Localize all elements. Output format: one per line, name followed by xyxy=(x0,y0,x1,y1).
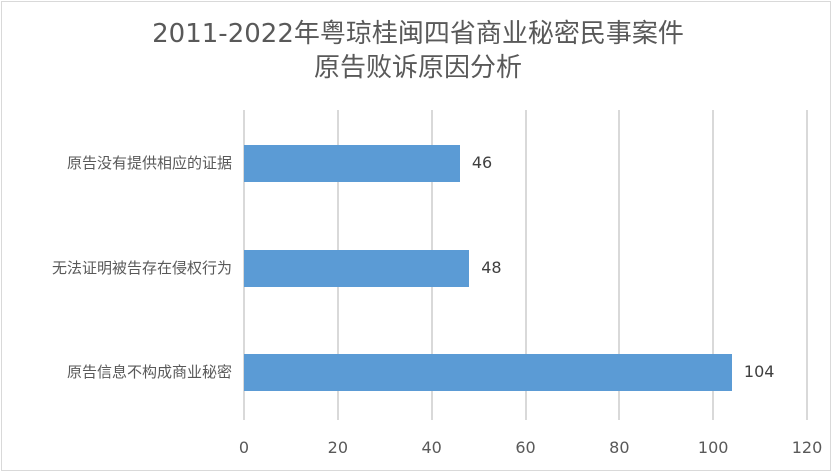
gridline xyxy=(806,110,808,420)
data-label: 48 xyxy=(481,258,502,277)
chart-title-line-2: 原告败诉原因分析 xyxy=(313,53,522,83)
x-tick-label: 80 xyxy=(609,438,630,457)
bar xyxy=(244,354,732,391)
bar xyxy=(244,250,470,287)
data-label: 46 xyxy=(471,153,493,172)
x-tick-label: 0 xyxy=(238,438,250,457)
x-tick-label: 20 xyxy=(327,438,349,457)
chart-title-line-1: 2011-2022年粤琼桂闽四省商业秘密民事案件 xyxy=(152,19,684,49)
category-label: 原告没有提供相应的证据 xyxy=(66,154,232,172)
category-label: 原告信息不构成商业秘密 xyxy=(66,363,232,381)
gridline xyxy=(712,110,715,420)
x-tick-label: 60 xyxy=(515,438,536,457)
x-tick-label: 40 xyxy=(421,438,442,457)
x-tick-label: 100 xyxy=(697,438,729,457)
category-label: 无法证明被告存在侵权行为 xyxy=(51,259,232,277)
bar xyxy=(244,145,460,182)
data-label: 104 xyxy=(743,362,775,381)
gridline xyxy=(618,110,621,420)
gridline xyxy=(524,110,527,420)
x-tick-label: 120 xyxy=(791,438,823,457)
